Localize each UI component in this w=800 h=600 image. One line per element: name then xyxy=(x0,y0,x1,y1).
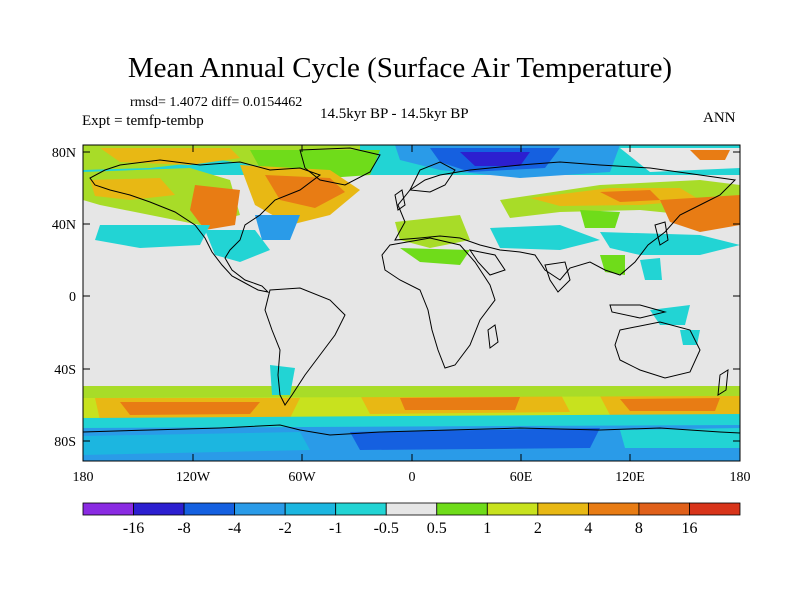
colorbar-label: 1 xyxy=(483,520,491,537)
lat-tick-label: 40N xyxy=(52,218,76,233)
colorbar-swatch xyxy=(133,502,185,516)
lon-tick-label: 60E xyxy=(510,470,533,485)
colorbar-swatch xyxy=(638,502,690,516)
lat-tick-label: 40S xyxy=(54,363,76,378)
lon-tick-label: 0 xyxy=(409,470,416,485)
eurasia-anomaly xyxy=(395,180,740,345)
lon-tick-label: 180 xyxy=(73,470,94,485)
lon-tick-label: 60W xyxy=(288,470,316,485)
colorbar-swatch xyxy=(234,502,286,516)
lon-tick-label: 180 xyxy=(730,470,751,485)
map-panel xyxy=(83,145,740,461)
colorbar-swatch xyxy=(335,502,387,516)
colorbar-label: 8 xyxy=(635,520,643,537)
colorbar-swatch xyxy=(486,502,539,516)
experiment-label: Expt = temfp-tembp xyxy=(82,113,204,129)
coastlines xyxy=(83,147,740,436)
colorbar-label: -4 xyxy=(228,520,241,537)
colorbar-label: 0.5 xyxy=(427,520,447,537)
colorbar-swatch xyxy=(82,502,134,516)
lon-tick-label: 120E xyxy=(615,470,645,485)
season-label: ANN xyxy=(703,110,736,126)
colorbar-label: -8 xyxy=(177,520,190,537)
colorbar-swatch xyxy=(183,502,236,516)
lon-tick-label: 120W xyxy=(176,470,211,485)
north-america-anomaly xyxy=(83,165,360,262)
colorbar-label: 2 xyxy=(534,520,542,537)
period-label: 14.5kyr BP - 14.5kyr BP xyxy=(320,106,469,122)
colorbar-swatch xyxy=(436,502,488,516)
southern-ocean-anomaly xyxy=(83,365,740,461)
colorbar-swatch xyxy=(689,502,741,516)
colorbar: -16 -8 -4 -2 -1 -0.5 0.5 1 2 4 8 16 xyxy=(82,502,741,537)
lat-tick-label: 80N xyxy=(52,146,76,161)
colorbar-label: 4 xyxy=(584,520,592,537)
colorbar-label: -16 xyxy=(123,520,144,537)
colorbar-label: -1 xyxy=(329,520,342,537)
colorbar-label: 16 xyxy=(681,520,697,537)
colorbar-swatch xyxy=(587,502,640,516)
colorbar-label: -0.5 xyxy=(374,520,399,537)
lat-tick-label: 80S xyxy=(54,435,76,450)
lat-tick-label: 0 xyxy=(69,290,76,305)
colorbar-swatch xyxy=(537,502,589,516)
colorbar-swatch xyxy=(284,502,337,516)
colorbar-label: -2 xyxy=(278,520,291,537)
colorbar-swatch xyxy=(385,502,438,516)
map-tick-marks xyxy=(83,145,740,461)
plot-title: Mean Annual Cycle (Surface Air Temperatu… xyxy=(127,52,673,84)
rmsd-diff-label: rmsd= 1.4072 diff= 0.0154462 xyxy=(130,95,303,110)
